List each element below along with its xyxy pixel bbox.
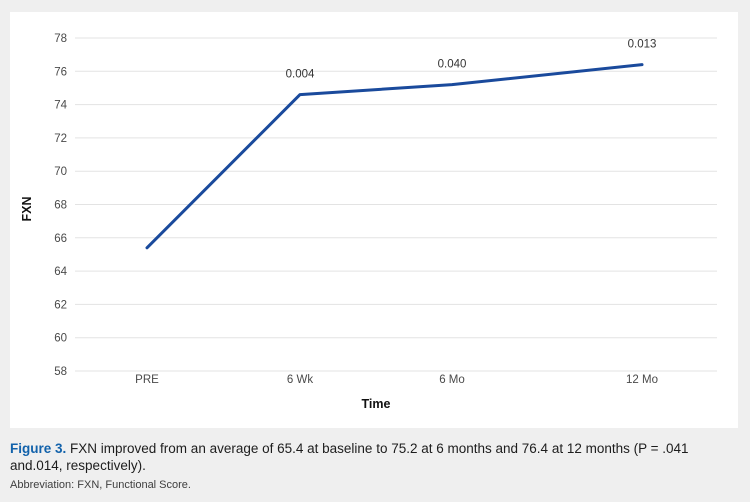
figure-abbreviation: Abbreviation: FXN, Functional Score. (10, 479, 191, 491)
y-tick-label: 76 (54, 66, 67, 78)
series-line-fxn (145, 63, 644, 250)
y-tick-label: 70 (54, 166, 67, 178)
y-tick-label: 72 (54, 133, 67, 145)
point-label: 0.004 (286, 69, 315, 81)
figure-caption: Figure 3. FXN improved from an average o… (10, 441, 737, 474)
y-tick-label: 62 (54, 299, 67, 311)
y-tick-label: 66 (54, 233, 67, 245)
point-label: 0.013 (628, 39, 657, 51)
figure-caption-text: FXN improved from an average of 65.4 at … (10, 441, 689, 473)
x-tick-label: 6 Mo (439, 374, 465, 386)
caption-block: Figure 3. FXN improved from an average o… (10, 441, 737, 492)
fxn-line-chart: 58 60 62 64 66 68 70 72 74 76 78 PRE 6 Wk 6 Mo 12 Mo Ti… (20, 33, 717, 411)
y-axis-title: FXN (20, 197, 34, 222)
chart-panel: 58 60 62 64 66 68 70 72 74 76 78 PRE 6 Wk 6 Mo 12 Mo Ti… (10, 12, 738, 428)
y-tick-label: 68 (54, 200, 67, 212)
figure-caption-label: Figure 3. (10, 441, 67, 456)
x-tick-label: 6 Wk (287, 374, 313, 386)
x-tick-label: 12 Mo (626, 374, 658, 386)
x-axis-title: Time (362, 397, 391, 411)
y-tick-label: 74 (54, 100, 67, 112)
y-tick-label: 64 (54, 266, 67, 278)
y-tick-label: 60 (54, 333, 67, 345)
y-tick-label: 78 (54, 33, 67, 45)
y-tick-label: 58 (54, 366, 67, 378)
x-tick-label: PRE (135, 374, 159, 386)
point-label: 0.040 (438, 59, 467, 71)
